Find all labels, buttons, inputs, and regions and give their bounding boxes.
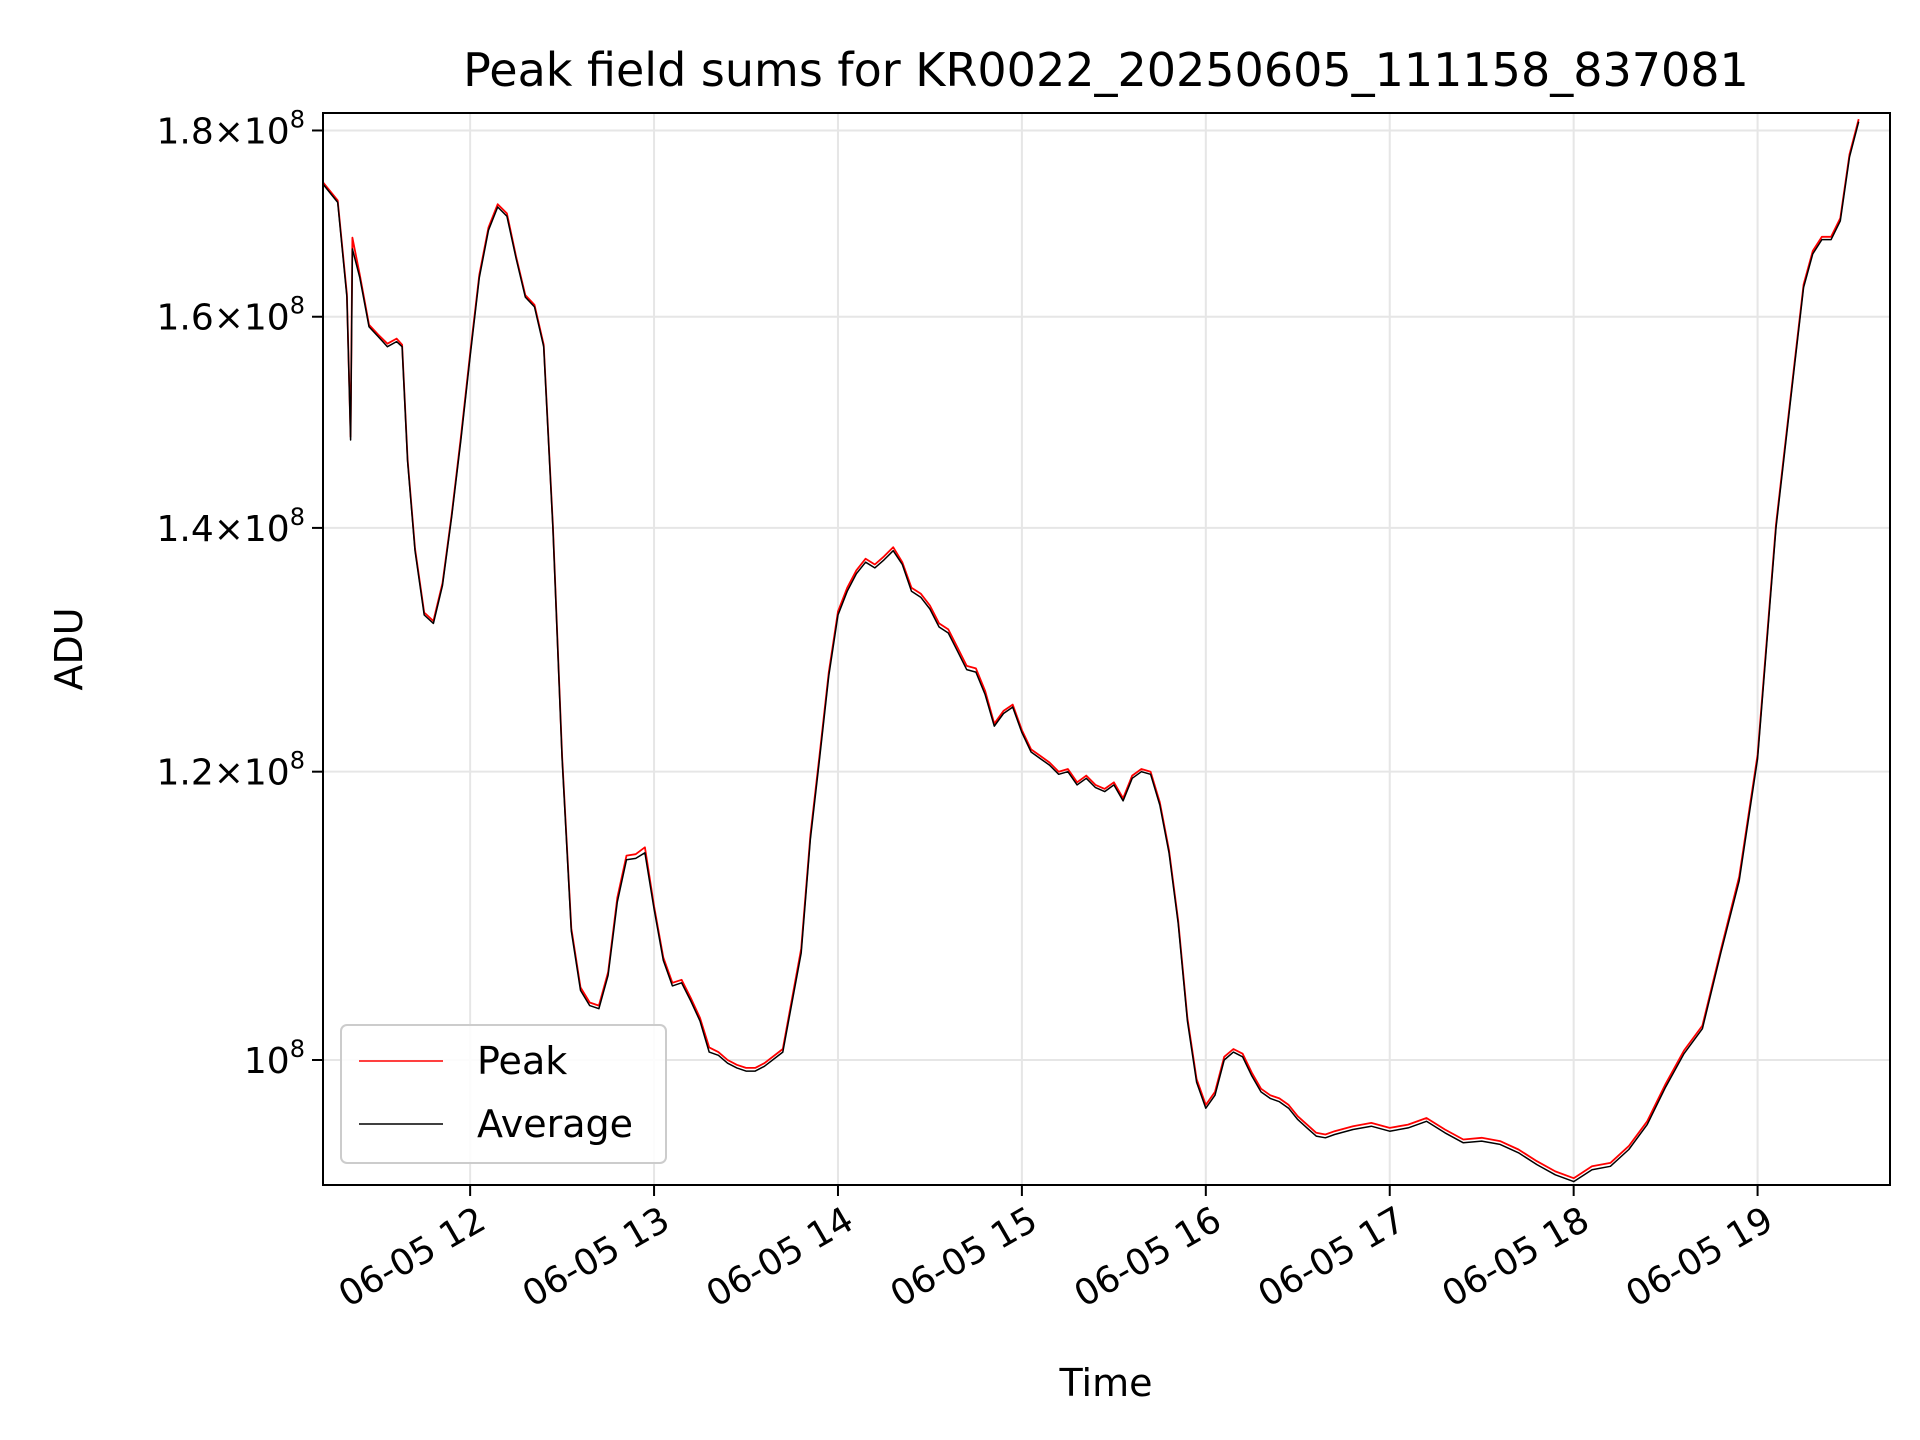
x-tick-label: 06-05 17 — [1252, 1199, 1413, 1315]
y-tick-label: 1.6×108 — [156, 292, 305, 339]
series-average-line — [322, 121, 1860, 1183]
x-tick-label: 06-05 18 — [1435, 1199, 1596, 1315]
legend-peak-label: Peak — [477, 1039, 567, 1083]
series-layer — [322, 118, 1860, 1183]
plot-background — [323, 113, 1890, 1185]
x-axis-label: Time — [1059, 1361, 1153, 1405]
x-tick-label: 06-05 16 — [1068, 1199, 1229, 1315]
legend-box — [340, 1024, 667, 1164]
x-tick-label: 06-05 13 — [516, 1199, 677, 1315]
x-tick-label: 06-05 19 — [1619, 1199, 1780, 1315]
y-axis: 108 1.2×108 1.4×108 1.6×108 1.8×108 — [156, 105, 323, 1082]
y-tick-label: 1.4×108 — [156, 503, 305, 550]
y-tick-label: 1.8×108 — [156, 105, 305, 152]
plot-frame — [322, 112, 1891, 1186]
y-axis-label: ADU — [47, 607, 91, 690]
y-tick-label: 1.2×108 — [156, 747, 305, 794]
x-tick-label: 06-05 12 — [332, 1199, 493, 1315]
x-tick-label: 06-05 15 — [884, 1199, 1045, 1315]
x-axis: 06-05 12 06-05 13 06-05 14 06-05 15 06-05 16… — [332, 1185, 1780, 1316]
legend-average-label: Average — [477, 1102, 633, 1146]
x-tick-label: 06-05 14 — [700, 1199, 861, 1315]
chart-title: Peak field sums for KR0022_20250605_1111… — [463, 43, 1749, 97]
y-tick-label: 108 — [244, 1035, 305, 1082]
legend: Peak Average — [340, 1024, 667, 1164]
